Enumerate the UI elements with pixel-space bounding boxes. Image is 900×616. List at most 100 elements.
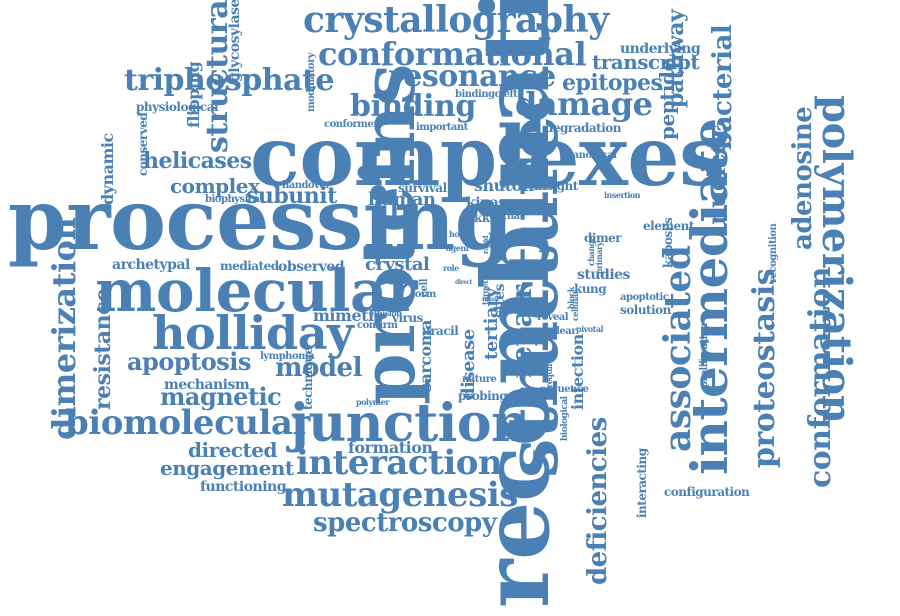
word-shutoff: shutoff [474,176,535,195]
word-junction: junction [290,393,529,454]
word-triphosphate: triphosphate [124,63,334,98]
word-peptide: peptide [655,59,679,140]
word-direct: direct [455,279,472,286]
word-result: result [482,296,499,303]
word-lymphoma: lymphoma [260,351,315,362]
word-functioning: functioning [200,479,287,495]
word-unclear: unclear [537,326,577,337]
word-death: death [501,306,531,317]
word-ikky: ikky [470,211,497,225]
word-processing: processing [8,170,513,269]
word-effusion: effusion [369,308,402,318]
word-physiological: physiological [136,100,219,114]
word-resonance: resonance [388,59,556,94]
word-confirm: confirm [357,320,398,331]
word-kung: kung [574,282,607,296]
word-mediated: mediated [220,259,279,273]
word-interacting: interacting [635,448,649,518]
word-solution: solution [620,303,671,317]
word-apoptotic: apoptotic [620,292,669,303]
word-recognition: recognition [768,223,779,283]
word-helicases: helicases [143,148,252,174]
word-spectroscopy: spectroscopy [313,508,497,538]
word-model: model [275,353,362,383]
word-studies: studies [577,267,630,283]
word-important: important [416,122,468,133]
word-deficiencies: deficiencies [583,417,613,585]
word-human: human [368,189,436,210]
word-dynamic: dynamic [98,133,117,205]
word-archetypal: archetypal [112,257,190,273]
word-primary: primary [594,242,604,274]
word-survival: survival [398,181,447,195]
word-cell: cell [419,278,430,297]
word-observed: observed [278,259,345,275]
word-repair: repair [505,285,538,378]
word-virus: virus [392,311,423,325]
word-form: form [411,289,436,300]
word-host: host [449,229,467,239]
word-bind: bind [487,232,496,248]
word-insertion: insertion [604,190,641,200]
word-insight: insight [534,179,578,193]
word-conformer: conformer [324,119,378,130]
word-infection: infection [568,334,587,410]
word-directed: directed [188,438,277,462]
word-elicit: elicit [539,233,550,259]
word-degradation: degradation [545,121,622,135]
word-reveal: reveal [537,312,569,323]
word-holliday: holliday [152,306,354,360]
word-complex: complex [170,174,260,198]
word-conformation: conformation [803,266,838,488]
word-conformational: conformational [318,35,587,73]
word-agent: agent [446,243,469,253]
word-apoptosis: apoptosis [127,347,251,376]
word-nature: nature [462,374,497,385]
word-transcript: transcript [592,50,700,74]
word-cellular: cellular [570,290,580,321]
word-biomolecular: biomolecular [65,403,310,443]
word-glycosylases: glycosylases [227,0,243,82]
word-mutagenesis: mutagenesis [282,475,518,515]
word-engagement: engagement [160,456,294,480]
word-magnetic: magnetic [160,382,282,411]
word-adenosine: adenosine [788,106,818,250]
word-flipping: flipping [184,61,203,128]
word-interaction: interaction [296,443,503,483]
word-conserved: conserved [136,112,150,176]
word-resistance: resistance [90,288,116,410]
word-crystallography: crystallography [303,0,609,41]
word-biological: biological [560,396,570,441]
word-element: element [643,219,694,233]
word-uracil: uracil [422,324,459,338]
word-binding: binding [350,89,476,124]
word-kinase: kinase [466,195,515,211]
word-damage: damage [515,85,653,123]
word-modulatory: modulatory [306,52,317,112]
word-associated: associated [657,245,699,453]
word-handover: handover [282,180,331,191]
word-proteostasis: proteostasis [747,268,782,468]
word-complexes: complexes [250,109,725,205]
word-pivotal: pivotal [576,324,604,334]
word-nuclear: nuclear [702,126,731,225]
word-formation: formation [348,438,433,457]
word-mimetic: mimetic [313,306,383,325]
word-molecular: molecular [95,257,418,325]
word-configuration: configuration [664,485,750,499]
word-motif: motif [518,226,540,236]
word-subunit: subunit [246,183,337,209]
word-biophysical: biophysical [205,194,263,205]
word-dimer: dimer [584,231,622,245]
word-polymer: polymer [356,397,389,407]
word-crystal: crystal [365,254,430,275]
word-proliferation: proliferation [699,323,710,388]
word-sequence: sequence [540,384,589,395]
word-mechanism: mechanism [164,377,250,393]
word-epitopes: epitopes [562,70,663,96]
word-bindingcleft: bindingcleft [455,89,518,100]
word-underlying: underlying [620,41,701,57]
word-role: role [443,263,459,273]
word-require: require [544,358,554,388]
